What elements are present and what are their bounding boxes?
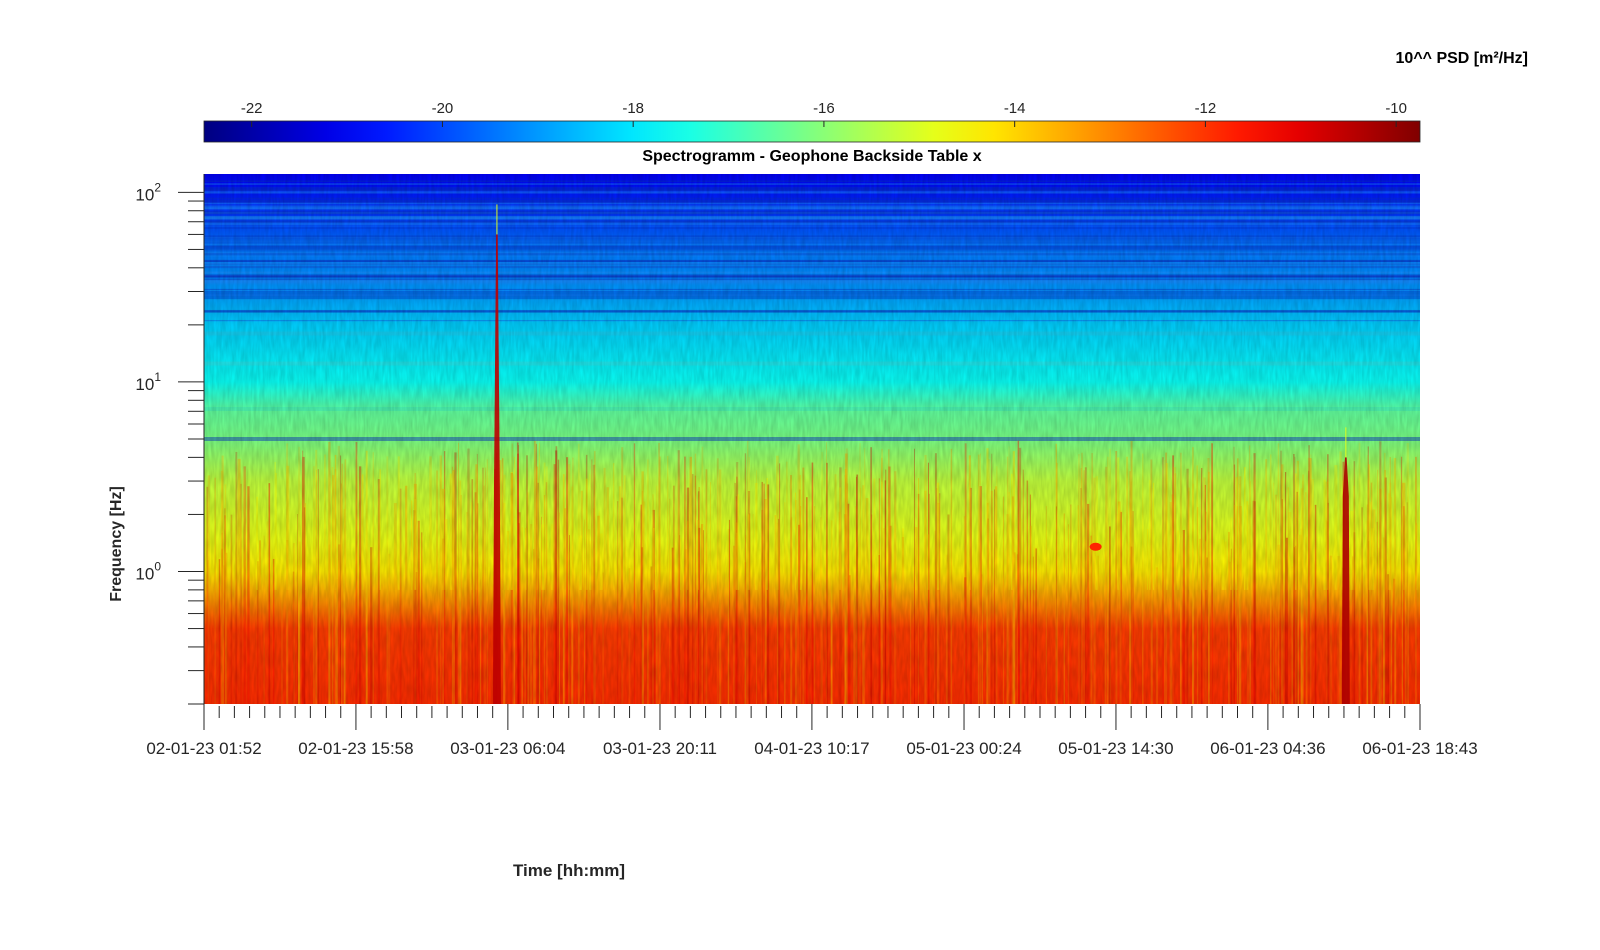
spectrogram-event-tail: [1345, 427, 1347, 458]
spectrogram-event: [1341, 457, 1350, 704]
y-tick-label: 100: [135, 560, 161, 584]
colorbar-tick-label: -20: [432, 100, 454, 117]
x-tick-label: 06-01-23 04:36: [1210, 739, 1325, 758]
x-tick-label: 06-01-23 18:43: [1362, 739, 1477, 758]
colorbar-tick-label: -14: [1004, 100, 1026, 117]
colorbar-tick-label: -16: [813, 100, 835, 117]
chart-title: Spectrogramm - Geophone Backside Table x: [642, 148, 982, 165]
x-tick-label: 03-01-23 06:04: [450, 739, 565, 758]
spectrogram-event: [492, 234, 501, 704]
x-axis: 02-01-23 01:52 02-01-23 15:58 03-01-23 06:…: [146, 704, 1478, 758]
y-tick-label: 102: [135, 180, 161, 204]
texture-grain: [204, 174, 1420, 704]
x-axis-label: Time [hh:mm]: [512, 861, 626, 880]
x-tick-label: 03-01-23 20:11: [603, 739, 717, 758]
colorbar-label: 10^^ PSD [m²/Hz]: [1395, 50, 1528, 67]
colorbar-gradient: [203, 120, 1421, 143]
x-tick-label: 04-01-23 10:17: [754, 739, 869, 758]
x-tick-label: 05-01-23 00:24: [906, 739, 1021, 758]
colorbar: -22 -20 -18 -16 -14 -12 -10: [203, 100, 1421, 143]
spectrogram-events: [492, 204, 1350, 704]
y-tick-label: 101: [135, 370, 161, 394]
colorbar-tick-label: -12: [1195, 100, 1217, 117]
spectrogram-event-tail: [496, 204, 498, 235]
x-tick-label: 02-01-23 15:58: [298, 739, 413, 758]
plot-area: [204, 174, 1420, 704]
y-axis-label: Frequency [Hz]: [108, 486, 125, 602]
x-tick-label: 05-01-23 14:30: [1058, 739, 1173, 758]
colorbar-tick-label: -18: [622, 100, 644, 117]
y-axis: 100 101 102: [135, 174, 205, 705]
colorbar-tick-label: -10: [1385, 100, 1407, 117]
colorbar-tick-label: -22: [241, 100, 263, 117]
spectrogram-event: [1089, 542, 1102, 551]
spectrogram-texture: [204, 174, 1420, 704]
colorbar-ticks: -22 -20 -18 -16 -14 -12 -10: [241, 100, 1407, 127]
x-tick-label: 02-01-23 01:52: [146, 739, 261, 758]
